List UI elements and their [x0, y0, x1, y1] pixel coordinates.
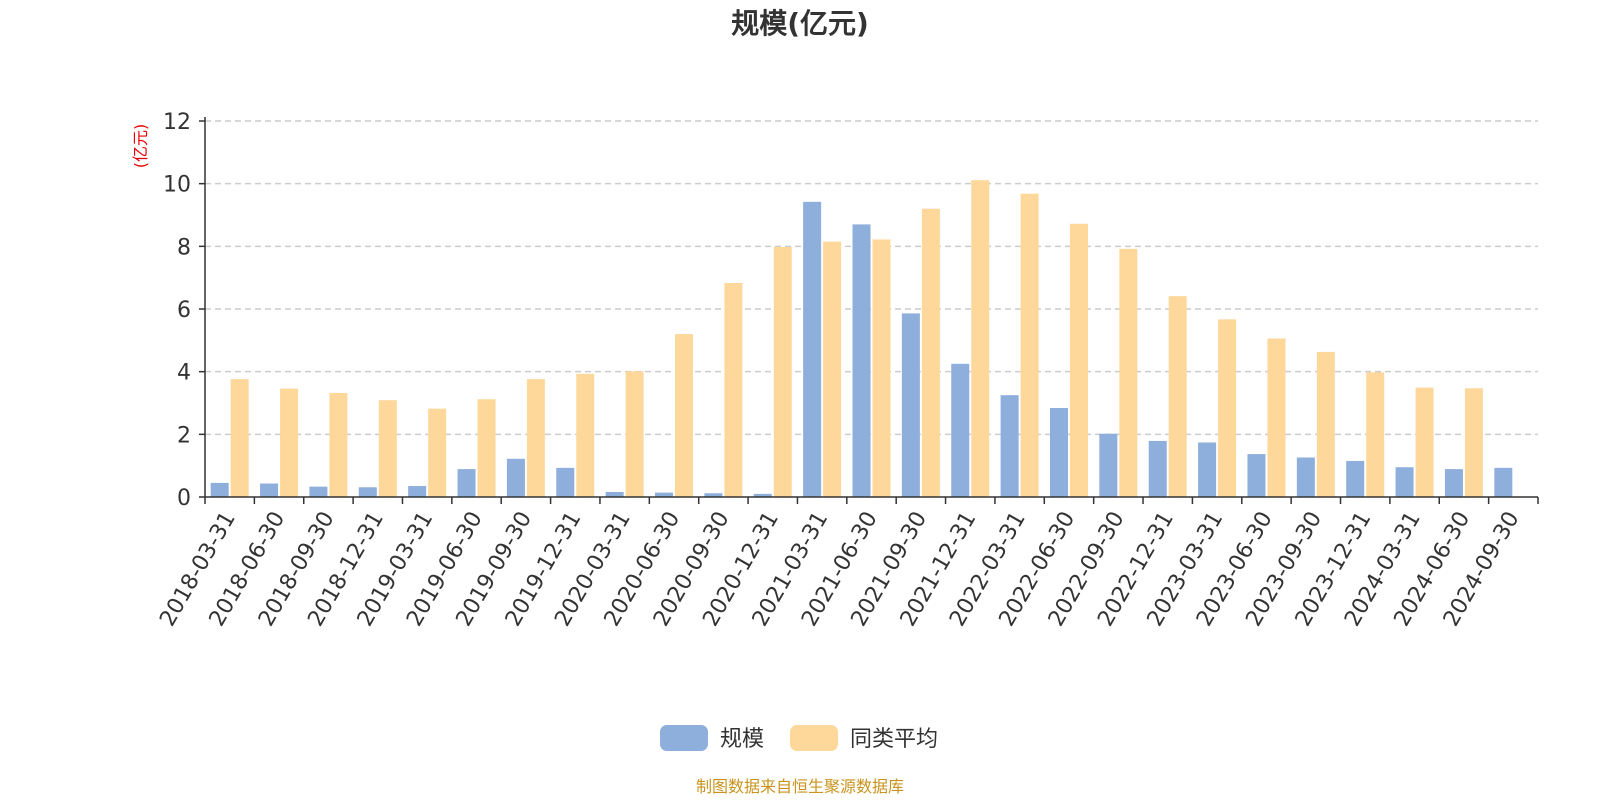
bar-scale: [655, 492, 674, 497]
bar-scale: [358, 487, 377, 497]
bar-peer-average: [576, 373, 595, 497]
bar-scale: [605, 491, 624, 497]
bar-scale: [556, 467, 575, 497]
bar-scale: [1099, 433, 1118, 497]
legend-swatch: [660, 725, 708, 751]
bar-scale: [457, 469, 476, 497]
bar-peer-average: [1218, 319, 1237, 497]
legend-item-scale[interactable]: 规模: [660, 725, 764, 752]
y-tick-label: 4: [177, 361, 191, 386]
y-axis-unit-label: (亿元): [131, 124, 150, 169]
bar-peer-average: [872, 239, 891, 497]
bar-peer-average: [921, 208, 940, 497]
bar-scale: [260, 483, 279, 497]
bar-peer-average: [280, 388, 299, 497]
bar-scale: [1049, 408, 1068, 497]
bar-peer-average: [1366, 372, 1385, 497]
y-tick-label: 10: [163, 173, 191, 198]
chart-title: 规模(亿元): [731, 7, 869, 40]
y-tick-label: 0: [177, 486, 191, 511]
legend-item-peer-average[interactable]: 同类平均: [790, 725, 938, 752]
legend-label: 规模: [720, 727, 764, 752]
legend: 规模 同类平均: [660, 725, 938, 752]
legend-swatch: [790, 725, 838, 751]
bar-peer-average: [526, 379, 545, 497]
y-tick-label: 12: [163, 110, 191, 135]
bar-peer-average: [1168, 296, 1187, 497]
bar-peer-average: [1069, 223, 1088, 498]
bar-peer-average: [724, 282, 743, 497]
bar-scale: [1444, 469, 1463, 497]
bar-peer-average: [773, 246, 792, 497]
data-source-note: 制图数据来自恒生聚源数据库: [696, 777, 904, 796]
bar-peer-average: [428, 408, 447, 497]
bar-scale: [506, 458, 525, 497]
bar-peer-average: [971, 180, 990, 497]
bar-scale: [1000, 395, 1019, 497]
bar-peer-average: [1020, 193, 1039, 497]
grid-lines: [205, 120, 1538, 436]
bar-peer-average: [329, 392, 348, 497]
bars: [210, 180, 1513, 498]
y-tick-label: 6: [177, 298, 191, 323]
bar-peer-average: [625, 371, 644, 497]
bar-scale: [1247, 454, 1266, 497]
bar-peer-average: [1119, 248, 1138, 497]
bar-peer-average: [230, 379, 249, 497]
bar-scale: [803, 201, 822, 497]
bar-scale: [408, 486, 427, 497]
legend-label: 同类平均: [850, 727, 938, 752]
bar-peer-average: [1464, 388, 1483, 497]
bar-scale: [901, 313, 920, 497]
bar-peer-average: [675, 334, 694, 497]
bar-scale: [852, 224, 871, 497]
y-tick-label: 2: [177, 423, 191, 448]
bar-scale: [309, 486, 328, 497]
bar-peer-average: [1415, 387, 1434, 497]
bar-scale: [1346, 460, 1365, 497]
bar-scale: [704, 493, 723, 497]
bar-scale: [1494, 467, 1513, 497]
y-tick-label: 8: [177, 235, 191, 260]
bar-scale: [1198, 442, 1217, 497]
bar-peer-average: [477, 399, 496, 497]
bar-scale: [210, 482, 229, 497]
bar-scale: [753, 493, 772, 497]
bar-peer-average: [823, 241, 842, 497]
bar-peer-average: [1316, 351, 1335, 497]
bar-scale: [1296, 457, 1315, 497]
bar-peer-average: [1267, 338, 1286, 497]
bar-scale: [951, 363, 970, 497]
bar-scale: [1395, 467, 1414, 497]
bar-peer-average: [378, 400, 397, 497]
bar-scale: [1148, 440, 1167, 497]
